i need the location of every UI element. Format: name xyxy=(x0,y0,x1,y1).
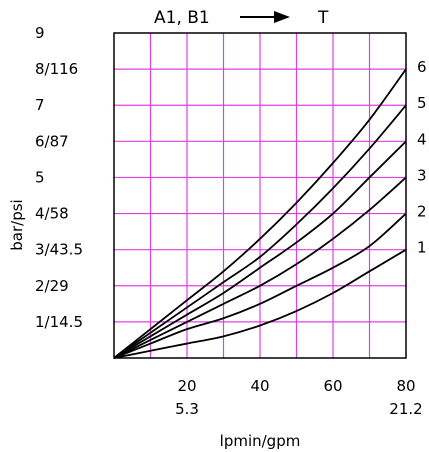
x-axis-label: lpmin/gpm xyxy=(220,432,301,450)
y-tick-label: 6/87 xyxy=(35,132,69,150)
y-tick-label: 8/116 xyxy=(35,60,78,78)
y-tick-labels: 1/14.5 2/29 3/43.5 4/58 5 6/87 7 8/116 9 xyxy=(35,24,83,331)
series-label-6: 6 xyxy=(417,58,427,76)
series-line-5 xyxy=(113,104,407,359)
x-tick-label: 40 xyxy=(250,377,269,395)
title-left: A1, B1 xyxy=(154,8,210,28)
grid xyxy=(114,33,406,358)
y-tick-label: 1/14.5 xyxy=(35,313,83,331)
series-line-1 xyxy=(113,248,407,359)
y-tick-label: 2/29 xyxy=(35,277,69,295)
series-labels: 1 2 3 4 5 6 xyxy=(417,58,427,257)
x-tick-label: 60 xyxy=(323,377,342,395)
right-arrow-icon xyxy=(240,11,290,23)
series-line-6 xyxy=(113,68,407,359)
x-tick-label: 80 xyxy=(396,377,415,395)
y-tick-label: 5 xyxy=(35,168,45,186)
x-tick-label: 20 xyxy=(177,377,196,395)
y-tick-label: 7 xyxy=(35,96,45,114)
x-tick-label-gpm: 5.3 xyxy=(175,400,199,418)
plot-frame xyxy=(113,32,407,359)
x-tick-label-gpm: 21.2 xyxy=(389,400,422,418)
series-line-2 xyxy=(113,212,407,359)
series-line-4 xyxy=(113,140,407,359)
chart-title: A1, B1 T xyxy=(154,8,329,28)
y-tick-label: 4/58 xyxy=(35,205,69,223)
series-label-4: 4 xyxy=(417,130,427,148)
title-right: T xyxy=(317,8,329,28)
y-axis-label: bar/psi xyxy=(8,199,26,250)
x-tick-labels: 20 5.3 40 60 80 21.2 xyxy=(175,377,423,418)
series-label-3: 3 xyxy=(417,166,427,184)
y-tick-label: 9 xyxy=(35,24,45,42)
y-tick-label: 3/43.5 xyxy=(35,241,83,259)
series-label-5: 5 xyxy=(417,94,427,112)
series-label-1: 1 xyxy=(417,239,427,257)
curves xyxy=(113,68,407,359)
series-label-2: 2 xyxy=(417,203,427,221)
series-line-3 xyxy=(113,176,407,359)
